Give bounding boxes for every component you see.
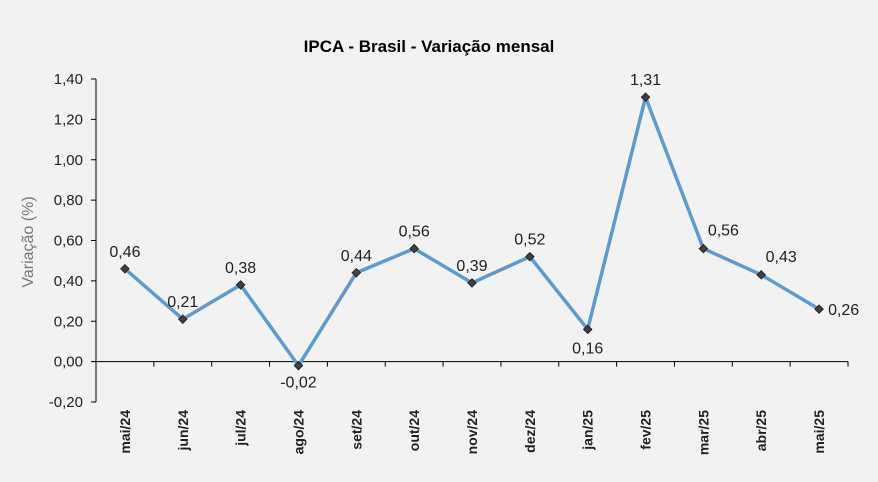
data-point-marker [235,280,246,290]
x-tick-label: jan/25 [580,410,596,451]
series-layer: 0,46 0,21 0,38 -0,02 0,44 0,56 0,39 0,52 0,16 1,3… [109,72,859,391]
y-tick-label: 0,20 [54,313,83,330]
y-tick-label: 0,40 [54,273,83,290]
data-point-marker [409,243,419,254]
y-tick-label: 1,20 [54,111,83,128]
x-tick-label: dez/24 [522,410,538,453]
chart-title: IPCA - Brasil - Variação mensal [304,37,555,56]
data-label: 0,52 [514,232,545,249]
data-label: 0,44 [341,248,372,265]
x-tick-label: mai/24 [117,410,133,454]
y-tick-label: 1,00 [54,152,83,169]
axes: -0,20 0,00 0,20 0,40 0,60 0,80 1,00 1,20 1,40 mai… [49,71,849,455]
data-point-marker [582,324,593,335]
x-tick-label: out/24 [406,410,422,451]
x-tick-label: mai/25 [811,410,827,454]
data-point-marker [756,270,767,280]
x-tick-label: nov/24 [464,410,480,455]
x-tick-label: ago/24 [290,410,306,455]
data-point-marker [293,360,304,371]
data-label: 0,43 [766,249,797,266]
data-point-marker [351,267,362,278]
x-tick-label: mar/25 [695,410,711,455]
data-point-marker [640,92,651,102]
data-point-marker [698,243,709,254]
data-label: 0,56 [708,223,739,240]
x-tick-label: fev/25 [638,410,654,450]
y-tick-label: 0,60 [54,233,83,250]
data-label: 0,56 [399,224,430,241]
data-point-marker [120,263,130,274]
data-label: 0,16 [572,340,603,357]
x-tick-label: jun/24 [175,410,191,452]
data-label: -0,02 [280,375,317,392]
data-point-marker [467,278,477,288]
data-label: 0,39 [456,258,487,275]
data-point-marker [814,304,824,314]
y-axis-label: Variação (%) [20,196,37,287]
data-label: 0,26 [828,302,859,319]
data-label: 0,38 [225,260,256,277]
y-tick-label: 0,80 [54,192,83,209]
x-tick-label: abr/25 [753,410,769,451]
y-tick-label: 0,00 [54,354,83,371]
data-label: 0,46 [109,244,140,261]
y-tick-label: 1,40 [54,71,83,88]
y-tick-label: -0,20 [49,394,83,411]
data-point-marker [525,251,535,262]
x-tick-label: jul/24 [233,410,249,447]
data-label: 0,21 [167,294,198,311]
data-point-marker [177,314,188,325]
x-tick-label: set/24 [348,410,364,450]
data-label: 1,31 [630,72,661,89]
